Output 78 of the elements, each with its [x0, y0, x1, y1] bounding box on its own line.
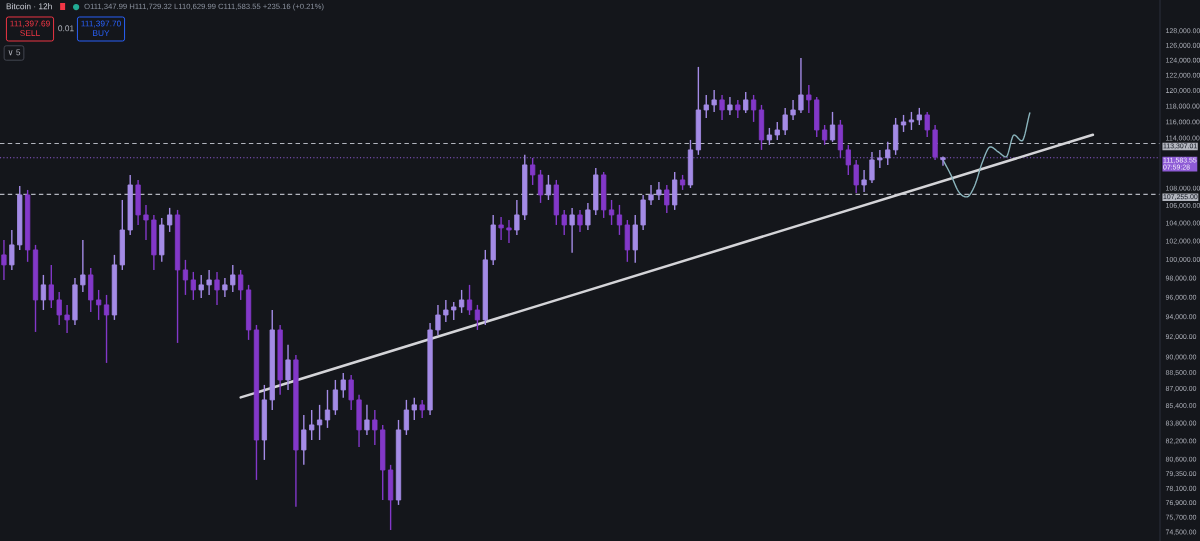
- candlestick: [561, 209, 567, 236]
- candlestick: [530, 157, 536, 186]
- candlestick: [9, 229, 15, 271]
- candlestick: [451, 301, 457, 321]
- candlestick: [806, 84, 812, 114]
- candlestick: [861, 169, 867, 193]
- candlestick: [143, 204, 149, 241]
- candlestick: [798, 57, 804, 114]
- candlestick: [924, 111, 930, 138]
- candlestick: [719, 94, 725, 121]
- candlestick: [474, 304, 481, 331]
- candlestick: [829, 111, 836, 143]
- chart-title: Bitcoin · 12h: [6, 3, 52, 10]
- candlestick: [167, 207, 173, 233]
- candlestick: [466, 284, 473, 316]
- candlestick: [206, 269, 212, 296]
- candlestick: [822, 124, 828, 146]
- candlestick: [585, 202, 591, 231]
- candlestick: [940, 155, 946, 167]
- candlestick: [664, 184, 670, 214]
- candlestick: [56, 291, 62, 326]
- candlestick: [443, 299, 449, 323]
- candlestick: [364, 404, 370, 436]
- candlestick: [782, 107, 788, 136]
- candlestick: [616, 204, 623, 236]
- candlestick: [877, 149, 883, 169]
- candlestick: [96, 289, 102, 321]
- candlestick: [648, 184, 654, 206]
- candlestick: [285, 344, 291, 391]
- candlestick: [309, 409, 315, 441]
- candlestick: [301, 414, 307, 466]
- candlestick: [198, 274, 204, 299]
- candlestick: [48, 264, 54, 309]
- candlestick: [332, 379, 338, 416]
- candlestick: [569, 207, 575, 254]
- candlestick: [324, 389, 331, 429]
- candlestick: [537, 169, 544, 204]
- candlestick: [435, 304, 441, 336]
- candlestick: [908, 111, 915, 131]
- candlestick: [40, 274, 47, 311]
- candlestick: [238, 269, 244, 301]
- candlestick: [885, 141, 891, 166]
- candlestick: [608, 199, 615, 226]
- candlestick: [711, 89, 717, 113]
- candlestick: [735, 99, 741, 119]
- candlestick: [64, 304, 70, 334]
- candlestick: [372, 409, 378, 446]
- candlestick: [577, 209, 583, 233]
- candlestick: [348, 374, 354, 411]
- candlestick: [514, 199, 520, 236]
- candlestick: [80, 239, 86, 293]
- candlestick: [869, 151, 875, 184]
- candlestick: [419, 399, 425, 419]
- candlestick: [1, 239, 7, 281]
- candlestick: [506, 219, 512, 244]
- annotation: 0.01: [58, 25, 74, 32]
- candlestick: [545, 174, 552, 201]
- candlestick: [498, 216, 504, 241]
- candlestick: [459, 289, 465, 314]
- candlestick: [222, 277, 228, 298]
- candlestick: [214, 271, 220, 306]
- candlestick: [403, 399, 410, 436]
- candlestick: [790, 99, 796, 121]
- annotation: 111,397.69 SELL: [10, 20, 50, 37]
- candlestick: [845, 144, 851, 176]
- candlestick: [411, 397, 417, 421]
- candlestick: [750, 94, 757, 123]
- candlestick: [190, 271, 196, 301]
- candlestick: [316, 404, 323, 441]
- candlestick: [743, 91, 749, 114]
- candlestick: [853, 159, 859, 194]
- annotation: 111,397.70 BUY: [81, 20, 121, 37]
- candlestick: [703, 94, 709, 119]
- candlestick: [103, 294, 110, 364]
- annotation: ∨ 5: [8, 49, 21, 56]
- candlestick: [182, 259, 189, 296]
- candlestick: [340, 372, 346, 399]
- candlestick: [230, 264, 236, 293]
